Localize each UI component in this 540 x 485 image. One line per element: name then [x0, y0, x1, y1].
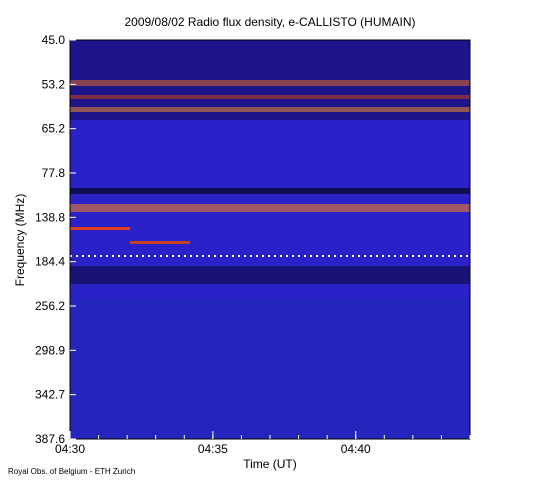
y-tick-label: 77.8: [42, 166, 66, 180]
y-tick-label: 298.9: [35, 343, 65, 357]
x-tick-label: 04:35: [198, 442, 228, 456]
spectrogram: [70, 40, 470, 439]
y-tick-label: 53.2: [42, 77, 66, 91]
x-axis-label: Time (UT): [243, 457, 297, 471]
spectrogram-band: [70, 266, 470, 284]
spectrogram-band: [70, 227, 130, 230]
x-tick-label: 04:30: [55, 442, 85, 456]
spectrogram-band: [70, 188, 470, 194]
x-tick-label: 04:40: [341, 442, 371, 456]
spectrogram-band: [70, 300, 470, 439]
y-tick-label: 387.6: [35, 432, 65, 446]
spectrogram-band: [70, 204, 470, 212]
y-tick-label: 184.4: [35, 255, 65, 269]
spectrogram-band: [70, 95, 470, 99]
y-tick-label: 138.8: [35, 210, 65, 224]
credit: Royal Obs. of Belgium - ETH Zurich: [8, 467, 135, 476]
spectrogram-band: [70, 107, 470, 112]
y-axis-label: Frequency (MHz): [13, 194, 27, 287]
y-tick-label: 342.7: [35, 388, 65, 402]
spectrogram-band: [70, 80, 470, 86]
y-tick-label: 65.2: [42, 122, 66, 136]
spectrogram-band: [130, 241, 190, 244]
y-tick-label: 45.0: [42, 33, 66, 47]
chart-title: 2009/08/02 Radio flux density, e-CALLIST…: [124, 15, 415, 29]
y-tick-label: 256.2: [35, 299, 65, 313]
